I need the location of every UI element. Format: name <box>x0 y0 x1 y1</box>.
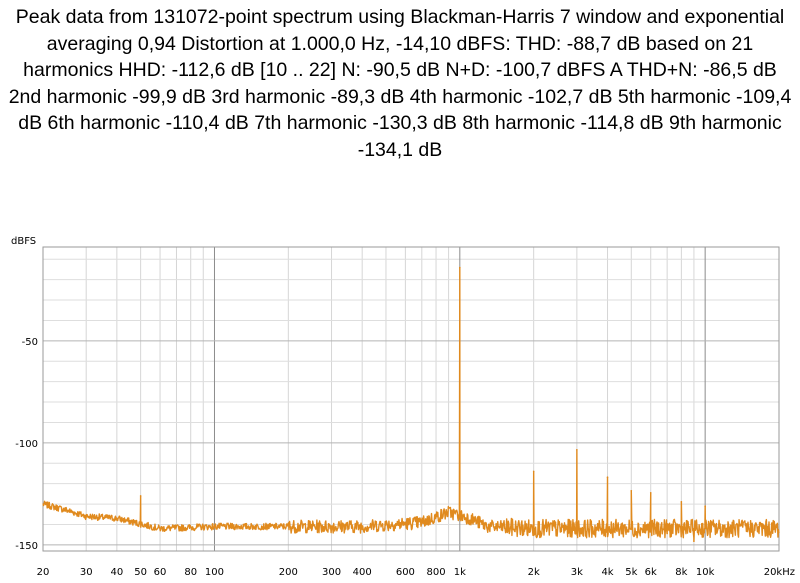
peak-point <box>606 476 609 478</box>
x-tick-labels: 20 30 40 50 60 80 100 200 300 400 600 800 1k 2k 3k 4k 5k… <box>37 567 795 578</box>
x-tick-label: 30 <box>80 567 93 578</box>
y-tick-label: -50 <box>22 337 38 348</box>
x-tick-label: 20kHz <box>764 567 795 578</box>
peak-point <box>649 492 652 494</box>
peak-point <box>666 532 668 535</box>
x-tick-label: 2k <box>528 567 540 578</box>
grid-minor <box>42 247 780 551</box>
y-tick-label: -100 <box>15 439 38 450</box>
spectrum-series <box>42 266 780 543</box>
y-tick-labels: -50 -100 -150 <box>15 337 38 552</box>
x-tick-label: 5k <box>625 567 637 578</box>
peak-point <box>139 495 142 497</box>
peak-point <box>576 449 578 451</box>
x-tick-label: 100 <box>205 567 224 578</box>
y-axis-label: dBFS <box>11 236 37 247</box>
y-tick-label: -150 <box>15 541 38 552</box>
x-tick-label: 400 <box>353 567 372 578</box>
x-tick-label: 8k <box>675 567 687 578</box>
x-tick-label: 600 <box>396 567 415 578</box>
x-tick-label: 60 <box>154 567 167 578</box>
x-tick-label: 40 <box>110 567 123 578</box>
x-tick-label: 200 <box>279 567 298 578</box>
peak-point <box>704 505 706 507</box>
chart-title: Peak data from 131072-point spectrum usi… <box>8 6 792 161</box>
x-tick-label: 3k <box>571 567 583 578</box>
x-tick-label: 80 <box>184 567 197 578</box>
peak-point <box>693 540 695 543</box>
peak-point <box>532 470 535 473</box>
plot-frame <box>42 246 780 552</box>
peak-point <box>459 266 461 269</box>
x-tick-label: 10k <box>696 567 715 578</box>
x-tick-label: 4k <box>601 567 613 578</box>
peak-point <box>630 490 633 492</box>
x-tick-label: 20 <box>37 567 50 578</box>
grid-major <box>43 247 779 551</box>
x-tick-label: 50 <box>134 567 147 578</box>
x-tick-label: 6k <box>645 567 657 578</box>
x-tick-label: 300 <box>322 567 341 578</box>
peak-point <box>680 501 683 503</box>
spectrum-line <box>42 266 780 542</box>
x-tick-label: 1k <box>454 567 466 578</box>
x-tick-label: 800 <box>426 567 445 578</box>
